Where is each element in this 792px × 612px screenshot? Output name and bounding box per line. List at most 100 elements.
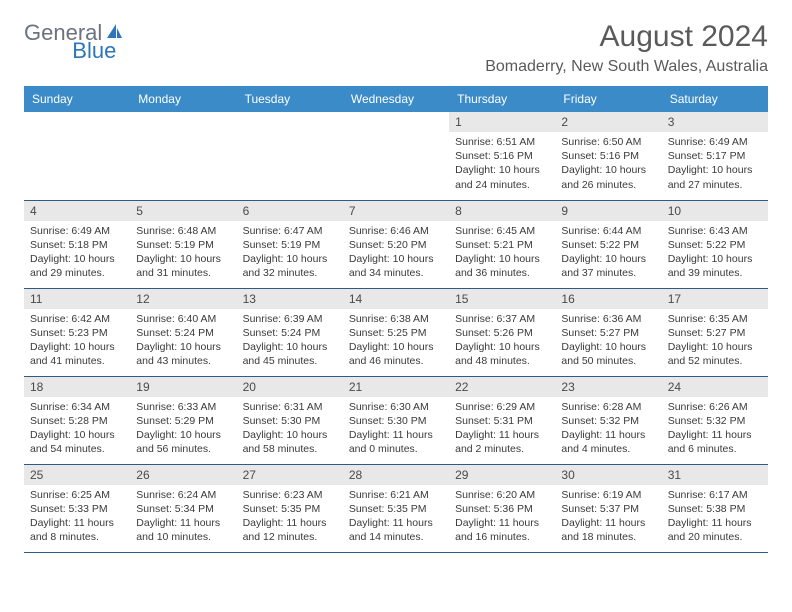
day-details: Sunrise: 6:24 AMSunset: 5:34 PMDaylight:… [130, 485, 236, 548]
sunset-text: Sunset: 5:35 PM [243, 502, 337, 516]
date-number: 3 [662, 112, 768, 132]
sunrise-text: Sunrise: 6:40 AM [136, 312, 230, 326]
calendar-cell [130, 112, 236, 200]
date-number: 7 [343, 201, 449, 221]
calendar-cell: 18Sunrise: 6:34 AMSunset: 5:28 PMDayligh… [24, 376, 130, 464]
date-number: 26 [130, 465, 236, 485]
date-number [343, 112, 449, 130]
date-number [237, 112, 343, 130]
day-header-row: SundayMondayTuesdayWednesdayThursdayFrid… [24, 86, 768, 112]
date-number: 17 [662, 289, 768, 309]
day-details: Sunrise: 6:23 AMSunset: 5:35 PMDaylight:… [237, 485, 343, 548]
calendar-row: 4Sunrise: 6:49 AMSunset: 5:18 PMDaylight… [24, 200, 768, 288]
month-title: August 2024 [485, 20, 768, 54]
calendar-cell: 15Sunrise: 6:37 AMSunset: 5:26 PMDayligh… [449, 288, 555, 376]
sunrise-text: Sunrise: 6:35 AM [668, 312, 762, 326]
daylight-text: Daylight: 11 hours and 0 minutes. [349, 428, 443, 456]
date-number: 29 [449, 465, 555, 485]
day-details: Sunrise: 6:40 AMSunset: 5:24 PMDaylight:… [130, 309, 236, 372]
date-number: 4 [24, 201, 130, 221]
date-number: 14 [343, 289, 449, 309]
day-details: Sunrise: 6:30 AMSunset: 5:30 PMDaylight:… [343, 397, 449, 460]
sunrise-text: Sunrise: 6:48 AM [136, 224, 230, 238]
sunset-text: Sunset: 5:35 PM [349, 502, 443, 516]
date-number [24, 112, 130, 130]
day-details: Sunrise: 6:29 AMSunset: 5:31 PMDaylight:… [449, 397, 555, 460]
sunrise-text: Sunrise: 6:39 AM [243, 312, 337, 326]
daylight-text: Daylight: 10 hours and 26 minutes. [561, 163, 655, 191]
calendar-page: General Blue August 2024 Bomaderry, New … [0, 0, 792, 573]
calendar-row: 11Sunrise: 6:42 AMSunset: 5:23 PMDayligh… [24, 288, 768, 376]
date-number: 1 [449, 112, 555, 132]
header: General Blue August 2024 Bomaderry, New … [24, 20, 768, 76]
calendar-row: 1Sunrise: 6:51 AMSunset: 5:16 PMDaylight… [24, 112, 768, 200]
sunrise-text: Sunrise: 6:33 AM [136, 400, 230, 414]
sunset-text: Sunset: 5:22 PM [668, 238, 762, 252]
sunrise-text: Sunrise: 6:46 AM [349, 224, 443, 238]
calendar-cell: 13Sunrise: 6:39 AMSunset: 5:24 PMDayligh… [237, 288, 343, 376]
daylight-text: Daylight: 11 hours and 10 minutes. [136, 516, 230, 544]
calendar-cell: 5Sunrise: 6:48 AMSunset: 5:19 PMDaylight… [130, 200, 236, 288]
calendar-cell: 3Sunrise: 6:49 AMSunset: 5:17 PMDaylight… [662, 112, 768, 200]
calendar-cell: 28Sunrise: 6:21 AMSunset: 5:35 PMDayligh… [343, 464, 449, 552]
daylight-text: Daylight: 10 hours and 43 minutes. [136, 340, 230, 368]
sunrise-text: Sunrise: 6:29 AM [455, 400, 549, 414]
day-header: Thursday [449, 86, 555, 112]
calendar-cell: 14Sunrise: 6:38 AMSunset: 5:25 PMDayligh… [343, 288, 449, 376]
day-details: Sunrise: 6:51 AMSunset: 5:16 PMDaylight:… [449, 132, 555, 195]
daylight-text: Daylight: 11 hours and 16 minutes. [455, 516, 549, 544]
date-number: 12 [130, 289, 236, 309]
daylight-text: Daylight: 11 hours and 18 minutes. [561, 516, 655, 544]
calendar-table: SundayMondayTuesdayWednesdayThursdayFrid… [24, 86, 768, 553]
daylight-text: Daylight: 10 hours and 58 minutes. [243, 428, 337, 456]
sunset-text: Sunset: 5:17 PM [668, 149, 762, 163]
date-number: 21 [343, 377, 449, 397]
sunset-text: Sunset: 5:36 PM [455, 502, 549, 516]
calendar-cell: 16Sunrise: 6:36 AMSunset: 5:27 PMDayligh… [555, 288, 661, 376]
day-details: Sunrise: 6:39 AMSunset: 5:24 PMDaylight:… [237, 309, 343, 372]
date-number: 5 [130, 201, 236, 221]
calendar-cell: 21Sunrise: 6:30 AMSunset: 5:30 PMDayligh… [343, 376, 449, 464]
sunset-text: Sunset: 5:33 PM [30, 502, 124, 516]
sunrise-text: Sunrise: 6:20 AM [455, 488, 549, 502]
sunset-text: Sunset: 5:30 PM [349, 414, 443, 428]
sunrise-text: Sunrise: 6:21 AM [349, 488, 443, 502]
day-details: Sunrise: 6:17 AMSunset: 5:38 PMDaylight:… [662, 485, 768, 548]
sunrise-text: Sunrise: 6:37 AM [455, 312, 549, 326]
day-header: Saturday [662, 86, 768, 112]
calendar-cell: 17Sunrise: 6:35 AMSunset: 5:27 PMDayligh… [662, 288, 768, 376]
calendar-cell: 11Sunrise: 6:42 AMSunset: 5:23 PMDayligh… [24, 288, 130, 376]
sunset-text: Sunset: 5:24 PM [243, 326, 337, 340]
calendar-cell: 22Sunrise: 6:29 AMSunset: 5:31 PMDayligh… [449, 376, 555, 464]
date-number: 19 [130, 377, 236, 397]
day-details: Sunrise: 6:26 AMSunset: 5:32 PMDaylight:… [662, 397, 768, 460]
day-details: Sunrise: 6:46 AMSunset: 5:20 PMDaylight:… [343, 221, 449, 284]
sunrise-text: Sunrise: 6:45 AM [455, 224, 549, 238]
sunset-text: Sunset: 5:21 PM [455, 238, 549, 252]
calendar-cell: 12Sunrise: 6:40 AMSunset: 5:24 PMDayligh… [130, 288, 236, 376]
sunset-text: Sunset: 5:25 PM [349, 326, 443, 340]
sunset-text: Sunset: 5:34 PM [136, 502, 230, 516]
date-number: 24 [662, 377, 768, 397]
day-details: Sunrise: 6:48 AMSunset: 5:19 PMDaylight:… [130, 221, 236, 284]
sunset-text: Sunset: 5:26 PM [455, 326, 549, 340]
calendar-cell: 7Sunrise: 6:46 AMSunset: 5:20 PMDaylight… [343, 200, 449, 288]
sunset-text: Sunset: 5:30 PM [243, 414, 337, 428]
sunset-text: Sunset: 5:32 PM [561, 414, 655, 428]
daylight-text: Daylight: 10 hours and 46 minutes. [349, 340, 443, 368]
day-details: Sunrise: 6:25 AMSunset: 5:33 PMDaylight:… [24, 485, 130, 548]
daylight-text: Daylight: 10 hours and 24 minutes. [455, 163, 549, 191]
day-details: Sunrise: 6:37 AMSunset: 5:26 PMDaylight:… [449, 309, 555, 372]
calendar-body: 1Sunrise: 6:51 AMSunset: 5:16 PMDaylight… [24, 112, 768, 552]
date-number: 20 [237, 377, 343, 397]
sunset-text: Sunset: 5:22 PM [561, 238, 655, 252]
date-number: 10 [662, 201, 768, 221]
day-details: Sunrise: 6:45 AMSunset: 5:21 PMDaylight:… [449, 221, 555, 284]
day-header: Friday [555, 86, 661, 112]
calendar-cell: 30Sunrise: 6:19 AMSunset: 5:37 PMDayligh… [555, 464, 661, 552]
calendar-cell: 19Sunrise: 6:33 AMSunset: 5:29 PMDayligh… [130, 376, 236, 464]
date-number: 13 [237, 289, 343, 309]
sunrise-text: Sunrise: 6:19 AM [561, 488, 655, 502]
daylight-text: Daylight: 11 hours and 20 minutes. [668, 516, 762, 544]
sunset-text: Sunset: 5:19 PM [243, 238, 337, 252]
